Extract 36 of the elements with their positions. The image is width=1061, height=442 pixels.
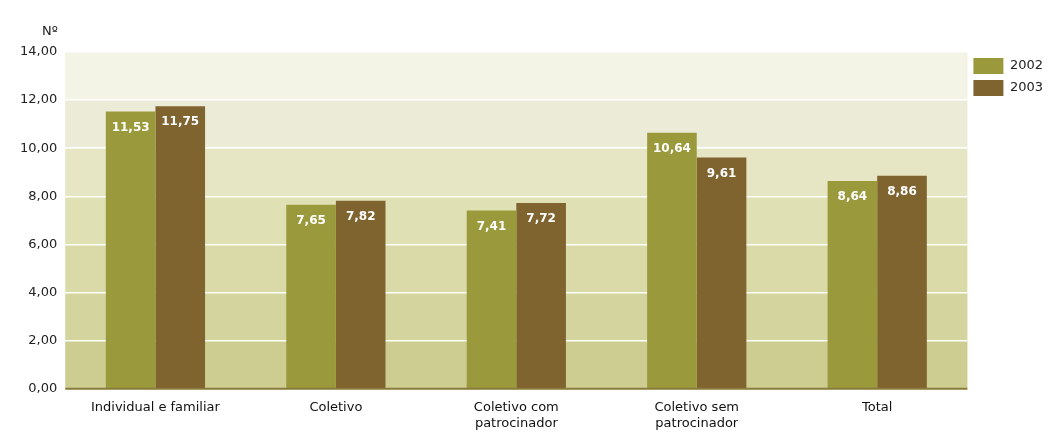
data-label: 8,64	[837, 189, 868, 204]
y-tick-label: 2,00	[28, 332, 58, 348]
y-tick-label: 0,00	[28, 380, 58, 396]
y-axis-title: Nº	[42, 22, 58, 38]
y-tick-label: 10,00	[20, 139, 58, 155]
data-label: 11,75	[161, 114, 200, 129]
data-label: 11,53	[111, 119, 150, 134]
x-tick-label: Individual e familiar	[90, 398, 221, 414]
legend-label: 2002	[1009, 57, 1044, 73]
x-tick-label: Coletivo com patrocinador	[473, 398, 559, 430]
x-tick-label: Coletivo	[309, 398, 363, 414]
data-label: 9,61	[706, 165, 737, 180]
data-label: 7,41	[476, 218, 507, 233]
x-tick-label: Total	[861, 398, 893, 414]
bar	[335, 200, 386, 389]
bar	[105, 111, 156, 389]
y-tick-label: 14,00	[20, 43, 58, 59]
bar	[155, 106, 206, 389]
bar	[647, 132, 697, 389]
bar	[827, 180, 878, 389]
legend-label: 2003	[1009, 79, 1044, 95]
bar	[696, 157, 747, 389]
data-label: 7,65	[296, 212, 326, 227]
y-tick-label: 12,00	[20, 91, 58, 107]
bar	[877, 175, 927, 389]
data-label: 10,64	[652, 140, 691, 155]
data-label: 8,86	[887, 183, 917, 198]
data-label: 7,82	[345, 208, 376, 223]
x-tick-label: Coletivo sem patrocinador	[654, 398, 740, 430]
bar	[466, 210, 517, 389]
bar	[286, 204, 336, 389]
y-tick-label: 8,00	[28, 187, 58, 203]
data-label: 7,72	[526, 211, 556, 226]
y-tick-label: 6,00	[28, 235, 58, 251]
bar	[516, 203, 566, 389]
y-tick-label: 4,00	[28, 283, 58, 299]
